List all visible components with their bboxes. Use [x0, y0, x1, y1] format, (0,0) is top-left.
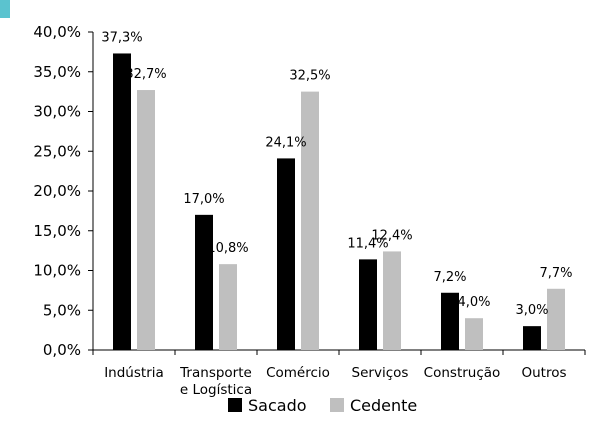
x-tick-label: Serviços — [352, 365, 409, 381]
legend-swatch-sacado — [228, 398, 242, 412]
data-label-sacado: 37,3% — [101, 30, 142, 45]
x-tick-label: Transporte — [179, 365, 252, 381]
data-label-cedente: 4,0% — [457, 295, 490, 310]
y-tick-label: 0,0% — [43, 341, 81, 359]
x-tick-label: Outros — [521, 365, 566, 381]
corner-marker — [0, 0, 10, 18]
data-label-sacado: 7,2% — [433, 270, 466, 285]
data-label-sacado: 17,0% — [183, 192, 224, 207]
bars — [113, 53, 565, 351]
data-label-cedente: 32,7% — [125, 67, 166, 82]
x-tick-label: e Logística — [180, 382, 252, 398]
y-tick-label: 25,0% — [33, 142, 81, 160]
legend: Sacado Cedente — [228, 396, 417, 415]
y-tick-label: 15,0% — [33, 222, 81, 240]
bar-sacado — [523, 326, 541, 350]
x-tick-label: Indústria — [104, 365, 164, 381]
data-label-sacado: 11,4% — [347, 236, 388, 251]
data-label-cedente: 32,5% — [289, 69, 330, 84]
y-tick-label: 20,0% — [33, 182, 81, 200]
x-tick-label: Comércio — [266, 365, 330, 381]
bar-sacado — [277, 158, 295, 350]
data-label-cedente: 12,4% — [371, 228, 412, 243]
y-tick-label: 35,0% — [33, 63, 81, 81]
bar-sacado — [441, 292, 459, 350]
x-tick-label: Construção — [424, 365, 501, 381]
legend-swatch-cedente — [330, 398, 344, 412]
bar-sacado — [359, 259, 377, 350]
bar-cedente — [219, 264, 237, 350]
bar-cedente — [383, 251, 401, 350]
bar-cedente — [301, 91, 319, 350]
y-tick-label: 5,0% — [43, 301, 81, 319]
y-axis: 0,0% 5,0% 10,0% 15,0% 20,0% 25,0% 30,0% 35,0% 40… — [33, 23, 94, 359]
bar-sacado — [195, 214, 213, 350]
data-label-cedente: 10,8% — [207, 241, 248, 256]
legend-label-cedente: Cedente — [350, 396, 417, 415]
data-label-sacado: 3,0% — [515, 303, 548, 318]
y-tick-label: 30,0% — [33, 103, 81, 121]
bar-sacado — [113, 53, 131, 351]
y-tick-label: 10,0% — [33, 262, 81, 280]
legend-label-sacado: Sacado — [248, 396, 307, 415]
bar-cedente — [547, 288, 565, 350]
data-label-sacado: 24,1% — [265, 135, 306, 150]
bar-cedente — [137, 90, 155, 350]
data-label-cedente: 7,7% — [539, 266, 572, 281]
data-labels: 37,3% 32,7% 17,0% 10,8% 24,1% 32,5% 11,4%12,4%… — [101, 30, 572, 318]
bar-cedente — [465, 318, 483, 350]
y-tick-label: 40,0% — [33, 23, 81, 41]
